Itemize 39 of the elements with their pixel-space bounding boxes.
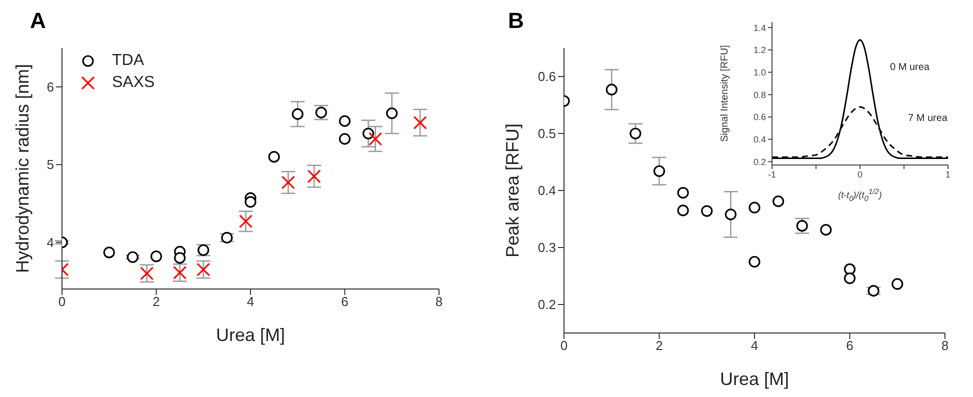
y-tick-label: 6: [46, 79, 54, 94]
y-tick-label: 0.3: [538, 240, 556, 256]
legend-label: TDA: [112, 52, 144, 70]
x-tick-label: -1: [768, 169, 776, 180]
y-tick-label: 4: [46, 234, 54, 250]
x-tick-label: 4: [246, 294, 254, 310]
chart-title: A: [30, 8, 46, 34]
x-tick-label: 2: [656, 338, 663, 354]
y-axis-title: Hydrodynamic radius [nm]: [12, 64, 32, 274]
x-tick-label: 0: [857, 169, 863, 180]
x-axis-title: Urea [M]: [720, 369, 790, 389]
x-tick-label: 6: [341, 294, 348, 310]
y-tick-label: 0.5: [538, 126, 556, 142]
x-tick-label: 6: [846, 338, 854, 354]
x-tick-label: 1: [945, 169, 951, 180]
x-tick-label: 2: [152, 294, 160, 310]
x-axis-title: Urea [M]: [216, 325, 286, 345]
x-tick-label: 0: [58, 294, 66, 310]
y-axis-title: Signal Intensity [RFU]: [720, 44, 731, 142]
y-tick-label: 0.6: [753, 112, 766, 122]
x-axis-title: (t-t$_{0}$)/(t$_{0}$$^{1/2}$): [837, 187, 883, 203]
y-tick-label: 0.4: [538, 183, 556, 198]
text: 7 M urea: [908, 112, 948, 124]
x-tick-label: 8: [941, 338, 949, 354]
x-tick-label: 0: [560, 338, 568, 354]
y-axis-title: Peak area [RFU]: [502, 123, 522, 258]
x-tick-label: 8: [435, 294, 443, 310]
legend-label: SAXS: [112, 74, 155, 92]
y-tick-label: 0.8: [753, 90, 766, 100]
y-tick-label: 1.2: [753, 45, 766, 56]
y-tick-label: 5: [46, 157, 54, 172]
y-tick-label: 0.2: [538, 297, 556, 312]
y-tick-label: 0.4: [753, 134, 766, 144]
y-tick-label: 1.0: [753, 67, 766, 78]
chart-title: B: [508, 8, 524, 34]
y-tick-label: 1.4: [753, 22, 766, 33]
text: 0 M urea: [890, 62, 930, 73]
y-tick-label: 0.6: [538, 69, 556, 84]
y-tick-label: 0.2: [753, 156, 766, 167]
